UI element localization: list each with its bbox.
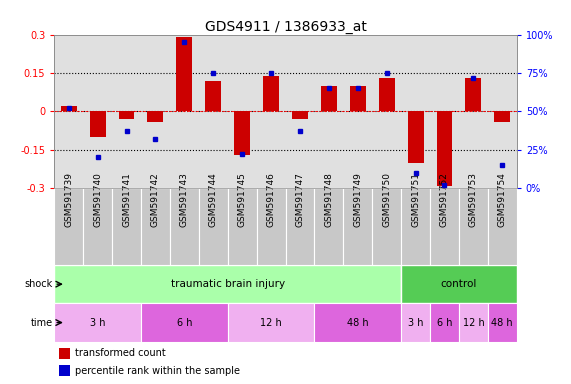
FancyBboxPatch shape — [488, 188, 517, 265]
FancyBboxPatch shape — [343, 188, 372, 265]
Text: time: time — [31, 318, 53, 328]
Bar — [292, 111, 308, 119]
Text: GSM591752: GSM591752 — [440, 172, 449, 227]
Bar — [61, 106, 77, 111]
FancyBboxPatch shape — [286, 188, 315, 265]
Text: 12 h: 12 h — [260, 318, 282, 328]
Text: GSM591741: GSM591741 — [122, 172, 131, 227]
Text: 48 h: 48 h — [492, 318, 513, 328]
Text: GSM591742: GSM591742 — [151, 172, 160, 227]
FancyBboxPatch shape — [488, 303, 517, 342]
Text: GSM591743: GSM591743 — [180, 172, 189, 227]
FancyBboxPatch shape — [141, 303, 228, 342]
Text: GSM591751: GSM591751 — [411, 172, 420, 227]
FancyBboxPatch shape — [83, 188, 112, 265]
Text: transformed count: transformed count — [75, 348, 166, 358]
Bar — [379, 78, 395, 111]
Text: GSM591745: GSM591745 — [238, 172, 247, 227]
Bar — [147, 111, 163, 122]
Text: GSM591746: GSM591746 — [267, 172, 276, 227]
Bar — [321, 86, 337, 111]
Title: GDS4911 / 1386933_at: GDS4911 / 1386933_at — [204, 20, 367, 33]
FancyBboxPatch shape — [315, 188, 343, 265]
Text: GSM591753: GSM591753 — [469, 172, 478, 227]
Bar — [206, 81, 221, 111]
Bar — [59, 365, 70, 376]
Text: 3 h: 3 h — [90, 318, 106, 328]
Text: 3 h: 3 h — [408, 318, 423, 328]
FancyBboxPatch shape — [228, 188, 256, 265]
FancyBboxPatch shape — [112, 188, 141, 265]
FancyBboxPatch shape — [401, 265, 517, 303]
Text: GSM591748: GSM591748 — [324, 172, 333, 227]
Text: 12 h: 12 h — [463, 318, 484, 328]
Text: percentile rank within the sample: percentile rank within the sample — [75, 366, 240, 376]
Text: GSM591740: GSM591740 — [93, 172, 102, 227]
Text: 6 h: 6 h — [437, 318, 452, 328]
FancyBboxPatch shape — [315, 303, 401, 342]
FancyBboxPatch shape — [256, 188, 286, 265]
FancyBboxPatch shape — [459, 188, 488, 265]
FancyBboxPatch shape — [459, 303, 488, 342]
Text: GSM591747: GSM591747 — [295, 172, 304, 227]
FancyBboxPatch shape — [401, 188, 430, 265]
FancyBboxPatch shape — [430, 303, 459, 342]
Text: GSM591754: GSM591754 — [498, 172, 507, 227]
Bar — [90, 111, 106, 137]
Bar — [59, 348, 70, 359]
FancyBboxPatch shape — [170, 188, 199, 265]
FancyBboxPatch shape — [401, 303, 430, 342]
Text: 6 h: 6 h — [176, 318, 192, 328]
Bar — [465, 78, 481, 111]
Text: traumatic brain injury: traumatic brain injury — [171, 279, 285, 289]
Bar — [119, 111, 134, 119]
Bar — [437, 111, 452, 185]
Text: GSM591744: GSM591744 — [209, 172, 218, 227]
Text: GSM591739: GSM591739 — [64, 172, 73, 227]
FancyBboxPatch shape — [372, 188, 401, 265]
Bar — [408, 111, 424, 162]
FancyBboxPatch shape — [54, 265, 401, 303]
Bar — [176, 37, 192, 111]
Bar — [234, 111, 250, 155]
Text: control: control — [441, 279, 477, 289]
FancyBboxPatch shape — [199, 188, 228, 265]
FancyBboxPatch shape — [228, 303, 315, 342]
Bar — [350, 86, 365, 111]
Text: shock: shock — [25, 279, 53, 289]
FancyBboxPatch shape — [430, 188, 459, 265]
FancyBboxPatch shape — [141, 188, 170, 265]
Bar — [263, 76, 279, 111]
Text: GSM591749: GSM591749 — [353, 172, 362, 227]
FancyBboxPatch shape — [54, 188, 83, 265]
Text: GSM591750: GSM591750 — [382, 172, 391, 227]
FancyBboxPatch shape — [54, 303, 141, 342]
Text: 48 h: 48 h — [347, 318, 368, 328]
Bar — [494, 111, 510, 122]
